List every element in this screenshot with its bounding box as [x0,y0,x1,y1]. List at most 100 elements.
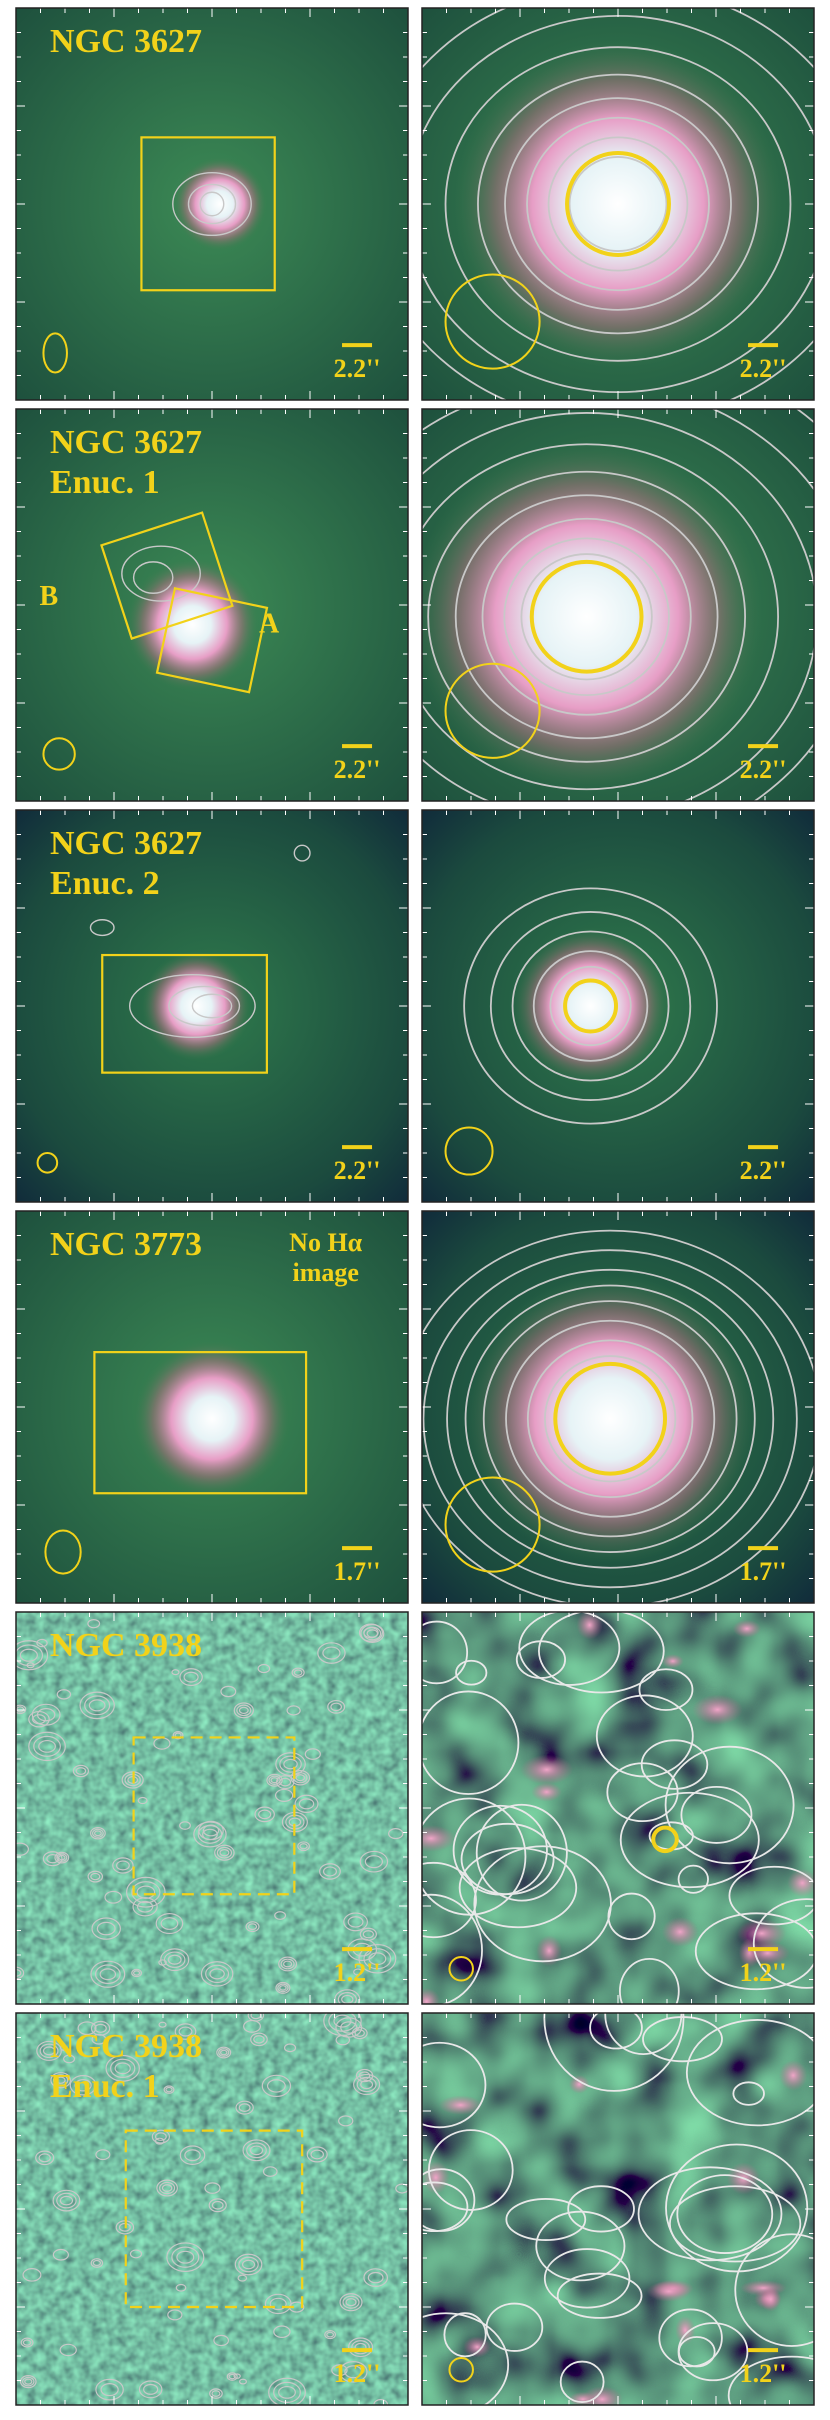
contour [279,1777,292,1787]
contour [279,1755,302,1773]
contour [151,2129,171,2144]
panel-title: NGC 3627 [50,825,202,862]
aperture-box [140,136,276,292]
aperture-box [155,587,269,694]
contour [159,2181,176,2195]
panel-frame [421,2012,815,2406]
contour [171,1669,180,1676]
contour [354,2029,365,2037]
contour [422,1861,477,1939]
contour [114,2062,131,2075]
contour [278,2385,296,2399]
contour [55,2076,66,2084]
contour [274,1788,294,1802]
scale-label: 2.2'' [334,1156,381,1185]
contour [132,1970,141,1976]
contour [422,1893,483,2004]
contour [91,1828,104,1838]
contour [56,2192,77,2209]
contour [216,1846,233,1859]
contour [31,1703,61,1726]
contour [137,1796,148,1805]
contour [91,1917,121,1940]
contour [105,2054,140,2082]
contour [168,985,241,1027]
contour [568,156,668,252]
contour [50,2072,72,2089]
aperture-box [101,953,268,1074]
contour [520,553,653,681]
contour [752,1898,814,1989]
contour [604,2013,683,2055]
contour [247,1923,258,1931]
contour [422,2312,510,2405]
image-panel [16,1211,408,1603]
contour [347,1916,364,1928]
contour [219,2049,228,2056]
contour [94,2023,107,2033]
image-panel [422,409,814,801]
contour [262,2166,278,2177]
contour [163,1951,186,1968]
contour [367,2271,384,2284]
contour [72,1764,90,1778]
contour [266,2079,286,2093]
beam [448,2356,474,2383]
contour [115,1860,130,1871]
contour [446,1268,775,1569]
contour [236,1704,252,1717]
aperture-ring [529,559,644,674]
contour [90,1827,106,1840]
panel-frame [421,1210,815,1604]
panel-frame [421,809,815,1203]
contour [179,1821,191,1830]
image-panel [16,810,408,1202]
image-panel [422,810,814,1202]
contour [20,2337,34,2348]
emission-blob [692,1694,743,1725]
scale-label: 1.2'' [740,2359,787,2388]
contour [56,1689,72,1700]
contour [87,1618,101,1629]
contour [174,2023,197,2040]
contour [543,2248,631,2309]
contour [95,2378,124,2401]
contour [191,993,233,1019]
contour [680,1785,753,1844]
contour [69,2075,97,2096]
source-blob [422,440,763,794]
contour [155,1913,184,1935]
contour [326,2331,335,2338]
emission-blob [779,2060,808,2091]
emission-blob [732,1619,762,1638]
emission-blob [531,1782,563,1802]
contour [254,1806,275,1823]
panel-frame [15,1210,409,1604]
contour [36,2040,62,2061]
panel-frame [15,1611,409,2005]
contour [36,1638,48,1648]
contour [668,2185,802,2263]
emission-blob [463,2336,492,2358]
contour [220,1685,237,1698]
contour [228,2373,236,2380]
contour [664,1745,795,1865]
contour [343,1912,368,1932]
contour [112,1857,134,1874]
contour [363,1627,379,1639]
contour [642,2016,723,2063]
contour [351,2026,368,2040]
beam [42,332,68,374]
contour [16,1640,49,1671]
contour [422,1690,520,1795]
contour [261,2074,292,2098]
contour [275,1752,306,1777]
panel-frame [15,809,409,1203]
contour [337,1992,357,2004]
image-panel [16,1612,408,2004]
contour [443,2312,487,2358]
panel-frame [15,2012,409,2406]
contour [363,1948,392,1970]
